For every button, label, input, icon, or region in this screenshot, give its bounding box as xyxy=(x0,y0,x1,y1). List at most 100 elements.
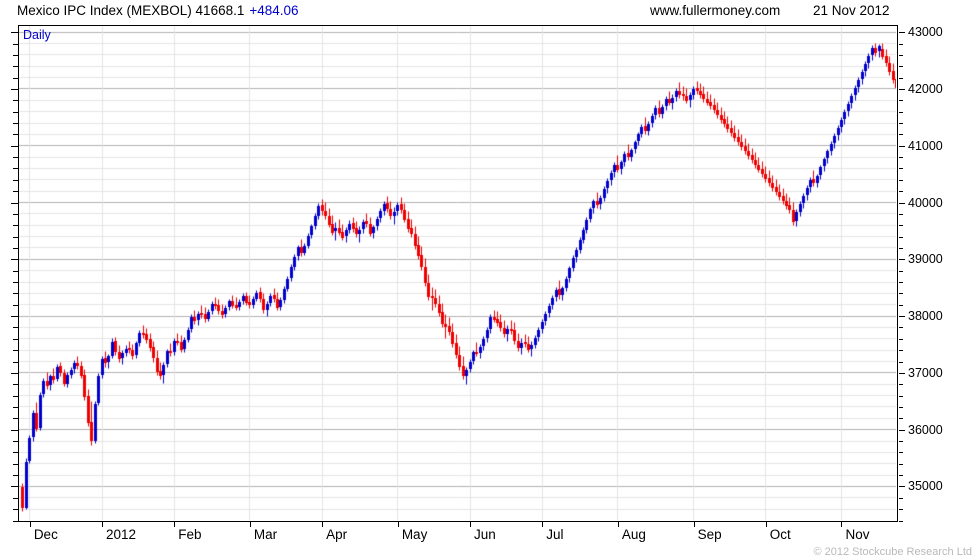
left-axis-tick-minor xyxy=(13,123,18,125)
y-axis-tick-minor xyxy=(899,77,903,79)
left-axis-tick-minor xyxy=(13,395,18,397)
x-axis-label: Aug xyxy=(621,527,646,542)
x-axis-tick xyxy=(29,522,31,527)
y-axis-label: 39000 xyxy=(908,252,943,267)
y-axis-label: 43000 xyxy=(908,25,943,40)
y-axis-tick-major xyxy=(899,88,905,90)
left-axis-tick-minor xyxy=(13,361,18,363)
left-axis-tick-minor xyxy=(13,293,18,295)
y-axis-tick-minor xyxy=(899,100,903,102)
y-axis-tick-minor xyxy=(899,452,903,454)
y-axis-tick-minor xyxy=(899,293,903,295)
left-axis-tick-major xyxy=(11,429,18,431)
left-axis-tick-major xyxy=(11,316,18,318)
y-axis-tick-minor xyxy=(899,168,903,170)
y-axis-tick-minor xyxy=(899,475,903,477)
frequency-label: Daily xyxy=(23,28,51,42)
x-axis-tick xyxy=(174,522,176,527)
left-axis-tick-major xyxy=(11,259,18,261)
left-axis-tick-major xyxy=(11,88,18,90)
left-axis-tick-major xyxy=(11,145,18,147)
x-axis-label: Dec xyxy=(33,527,58,542)
y-axis-tick-minor xyxy=(899,418,903,420)
y-axis-tick-major xyxy=(899,372,905,374)
left-axis-tick-minor xyxy=(13,384,18,386)
left-axis-tick-minor xyxy=(13,270,18,272)
left-axis-tick-minor xyxy=(13,168,18,170)
y-axis-tick-minor xyxy=(899,463,903,465)
x-axis-tick xyxy=(470,522,472,527)
left-axis-tick-major xyxy=(11,486,18,488)
y-axis-tick-minor xyxy=(899,225,903,227)
left-axis-tick-minor xyxy=(13,77,18,79)
left-axis-tick-minor xyxy=(13,520,18,522)
y-axis-tick-minor xyxy=(899,247,903,249)
left-axis-tick-major xyxy=(11,372,18,374)
instrument-title: Mexico IPC Index (MEXBOL) 41668.1 +484.06 xyxy=(17,3,299,18)
x-axis-label: Apr xyxy=(326,527,348,542)
x-axis-label: Jul xyxy=(546,527,564,542)
price-change: +484.06 xyxy=(249,3,299,18)
y-axis-tick-minor xyxy=(899,282,903,284)
x-axis-label: May xyxy=(401,527,428,542)
x-axis-label: Oct xyxy=(769,527,791,542)
y-axis-tick-major xyxy=(899,145,905,147)
x-axis-tick xyxy=(322,522,324,527)
x-axis-tick xyxy=(249,522,251,527)
y-axis-tick-minor xyxy=(899,123,903,125)
left-axis-tick-minor xyxy=(13,406,18,408)
left-axis-tick-minor xyxy=(13,497,18,499)
x-axis-label: Mar xyxy=(253,527,278,542)
left-axis-tick-minor xyxy=(13,282,18,284)
y-axis-tick-minor xyxy=(899,395,903,397)
left-axis-tick-minor xyxy=(13,100,18,102)
y-axis-label: 35000 xyxy=(908,479,943,494)
y-axis-tick-minor xyxy=(899,441,903,442)
chart-date: 21 Nov 2012 xyxy=(813,3,890,18)
y-axis-tick-minor xyxy=(899,236,903,238)
x-axis-label: 2012 xyxy=(106,527,137,542)
left-axis-tick-minor xyxy=(13,338,18,340)
left-axis-ticks xyxy=(10,25,18,522)
left-axis-tick-major xyxy=(11,202,18,204)
y-axis-tick-minor xyxy=(899,520,903,522)
website-label: www.fullermoney.com xyxy=(650,3,781,18)
y-axis-tick-major xyxy=(899,202,905,204)
y-axis-tick-minor xyxy=(899,361,903,363)
copyright-notice: © 2012 Stockcube Research Ltd xyxy=(813,546,972,558)
left-axis-tick-minor xyxy=(13,236,18,238)
x-axis-tick xyxy=(102,522,104,527)
y-axis-tick-minor xyxy=(899,213,903,215)
y-axis-tick-major xyxy=(899,486,905,488)
left-axis-tick-minor xyxy=(13,43,18,45)
x-axis-tick xyxy=(765,522,767,527)
chart-header: Mexico IPC Index (MEXBOL) 41668.1 +484.06… xyxy=(0,0,980,26)
left-axis-tick-minor xyxy=(13,54,18,56)
left-axis-tick-minor xyxy=(13,475,18,477)
left-axis-tick-minor xyxy=(13,157,18,159)
left-axis-tick-minor xyxy=(13,327,18,329)
y-axis-tick-minor xyxy=(899,179,903,181)
left-axis-tick-minor xyxy=(13,111,18,113)
y-axis-tick-major xyxy=(899,259,905,261)
x-axis-label: Jun xyxy=(474,527,496,542)
left-axis-tick-minor xyxy=(13,191,18,193)
y-axis-label: 36000 xyxy=(908,422,943,437)
left-axis-tick-minor xyxy=(13,418,18,420)
left-axis-tick-minor xyxy=(13,441,18,442)
left-axis-tick-major xyxy=(11,32,18,34)
y-axis-tick-minor xyxy=(899,270,903,272)
instrument-name-and-price: Mexico IPC Index (MEXBOL) 41668.1 xyxy=(17,3,245,18)
x-axis-tick xyxy=(617,522,619,527)
left-axis-tick-minor xyxy=(13,452,18,454)
left-axis-tick-minor xyxy=(13,179,18,181)
left-axis-tick-minor xyxy=(13,463,18,465)
y-axis-tick-minor xyxy=(899,54,903,56)
y-axis-label: 40000 xyxy=(908,195,943,210)
y-axis-tick-minor xyxy=(899,134,903,136)
y-axis-tick-minor xyxy=(899,157,903,159)
y-axis-tick-minor xyxy=(899,304,903,306)
y-axis-label: 38000 xyxy=(908,309,943,324)
x-axis-label: Nov xyxy=(845,527,870,542)
y-axis-tick-major xyxy=(899,429,905,431)
